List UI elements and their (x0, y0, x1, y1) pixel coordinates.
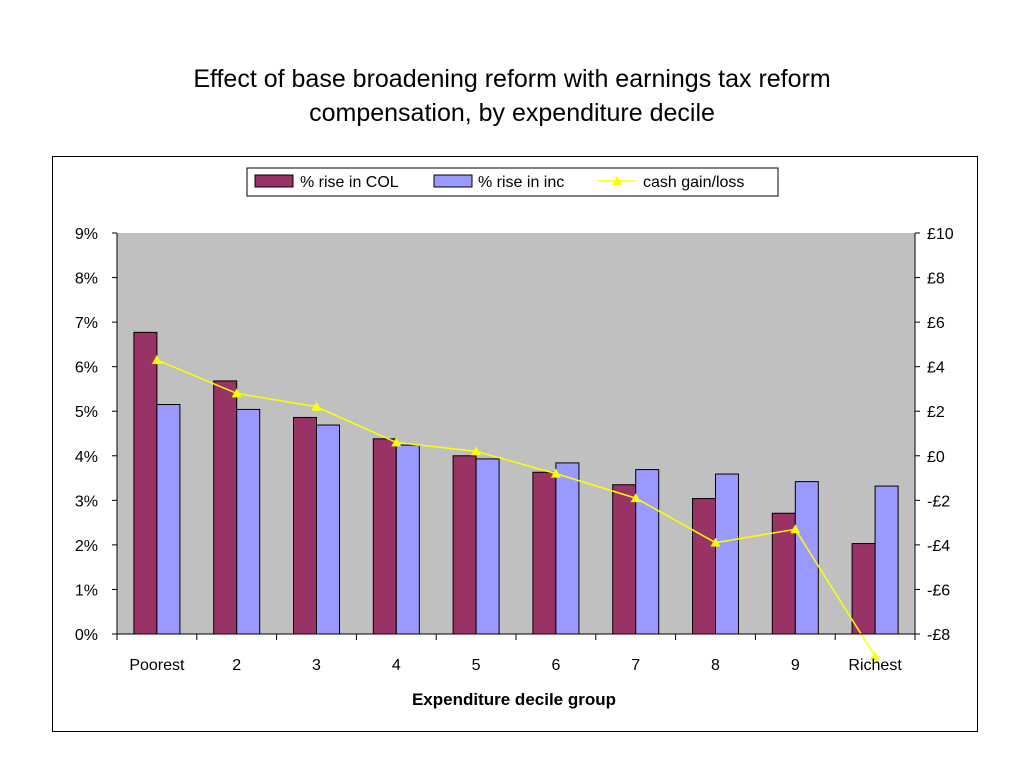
y-tick-label: 3% (75, 493, 98, 510)
legend-box (246, 167, 779, 197)
bar-inc-2 (236, 408, 261, 635)
legend-marker-cash (612, 176, 622, 185)
cash-point-1 (151, 354, 162, 364)
y2-tick-label: -£6 (927, 582, 950, 599)
bar-inc-8 (715, 473, 739, 635)
legend-label-cash: cash gain/loss (643, 174, 744, 191)
cash-point-4 (391, 437, 402, 447)
bar-col-7 (612, 484, 637, 635)
bar-col-1 (133, 331, 158, 635)
y-tick-label: 4% (75, 449, 98, 466)
legend: % rise in COL % rise in inc cash gain/loss (246, 167, 779, 197)
bar-col-3 (293, 416, 317, 635)
bar-inc-4 (395, 444, 420, 635)
y2-tick-label: -£4 (927, 538, 950, 555)
bar-inc-9 (794, 481, 819, 635)
x-tick-label: 5 (472, 657, 481, 674)
y2-tick-label: £2 (927, 404, 945, 421)
x-tick-label: 6 (551, 657, 560, 674)
bar-inc-3 (316, 424, 340, 635)
legend-swatch-col (254, 174, 294, 188)
y-tick-label: 7% (75, 315, 98, 332)
x-tick-label: 4 (392, 657, 401, 674)
cash-point-2 (231, 388, 242, 398)
x-tick-label: 9 (791, 657, 800, 674)
y-tick-label: 8% (75, 271, 98, 288)
bar-inc-6 (555, 462, 580, 635)
x-tick-label: 7 (631, 657, 640, 674)
chart-title-line-1: Effect of base broadening reform with ea… (193, 65, 831, 93)
x-tick-label: Richest (848, 657, 902, 674)
x-tick-label: 2 (232, 657, 241, 674)
y-tick-label: 0% (75, 627, 98, 644)
x-axis-title: Expenditure decile group (412, 690, 616, 709)
bar-col-8 (692, 498, 716, 635)
x-tick-label: 3 (312, 657, 321, 674)
bar-inc-7 (635, 469, 660, 635)
bar-col-4 (372, 438, 397, 635)
y-tick-label: 6% (75, 360, 98, 377)
bar-col-5 (452, 455, 477, 635)
y-tick-label: 5% (75, 404, 98, 421)
y-tick-label: 9% (75, 226, 98, 243)
y-tick-label: 1% (75, 582, 98, 599)
chart-title: Effect of base broadening reform with ea… (0, 62, 1024, 130)
cash-point-8 (710, 537, 721, 547)
cash-point-6 (550, 468, 561, 478)
y2-tick-label: £4 (927, 360, 945, 377)
bar-inc-10 (874, 485, 899, 635)
bar-col-6 (532, 471, 557, 635)
bar-col-10 (851, 543, 876, 635)
cash-line-group (151, 354, 881, 661)
y2-tick-label: £0 (927, 449, 945, 466)
x-tick-label: 8 (711, 657, 720, 674)
legend-swatch-inc (433, 174, 473, 188)
legend-label-col: % rise in COL (300, 174, 399, 191)
y2-tick-label: £10 (927, 226, 954, 243)
bar-inc-1 (156, 404, 181, 635)
legend-label-inc: % rise in inc (478, 174, 564, 191)
cash-point-9 (790, 524, 801, 534)
bar-inc-5 (475, 458, 500, 635)
bar-group (133, 331, 899, 635)
y2-tick-label: -£2 (927, 493, 950, 510)
axes-group: 0% 1% 2% 3% 4% 5% 6% 7% 8% 9% -£8 -£6 -£4 -£2 £0 £2 £4 £6… (75, 226, 954, 674)
y-tick-label: 2% (75, 538, 98, 555)
y2-tick-label: £8 (927, 271, 945, 288)
chart-title-line-2: compensation, by expenditure decile (309, 99, 715, 127)
cash-point-7 (630, 493, 641, 503)
y2-tick-label: -£8 (927, 627, 950, 644)
cash-point-10 (870, 651, 881, 661)
y2-tick-label: £6 (927, 315, 945, 332)
bar-col-2 (213, 380, 238, 635)
cash-line (156, 359, 876, 657)
cash-point-5 (471, 446, 482, 456)
cash-point-3 (311, 401, 322, 411)
x-tick-label: Poorest (129, 657, 185, 674)
